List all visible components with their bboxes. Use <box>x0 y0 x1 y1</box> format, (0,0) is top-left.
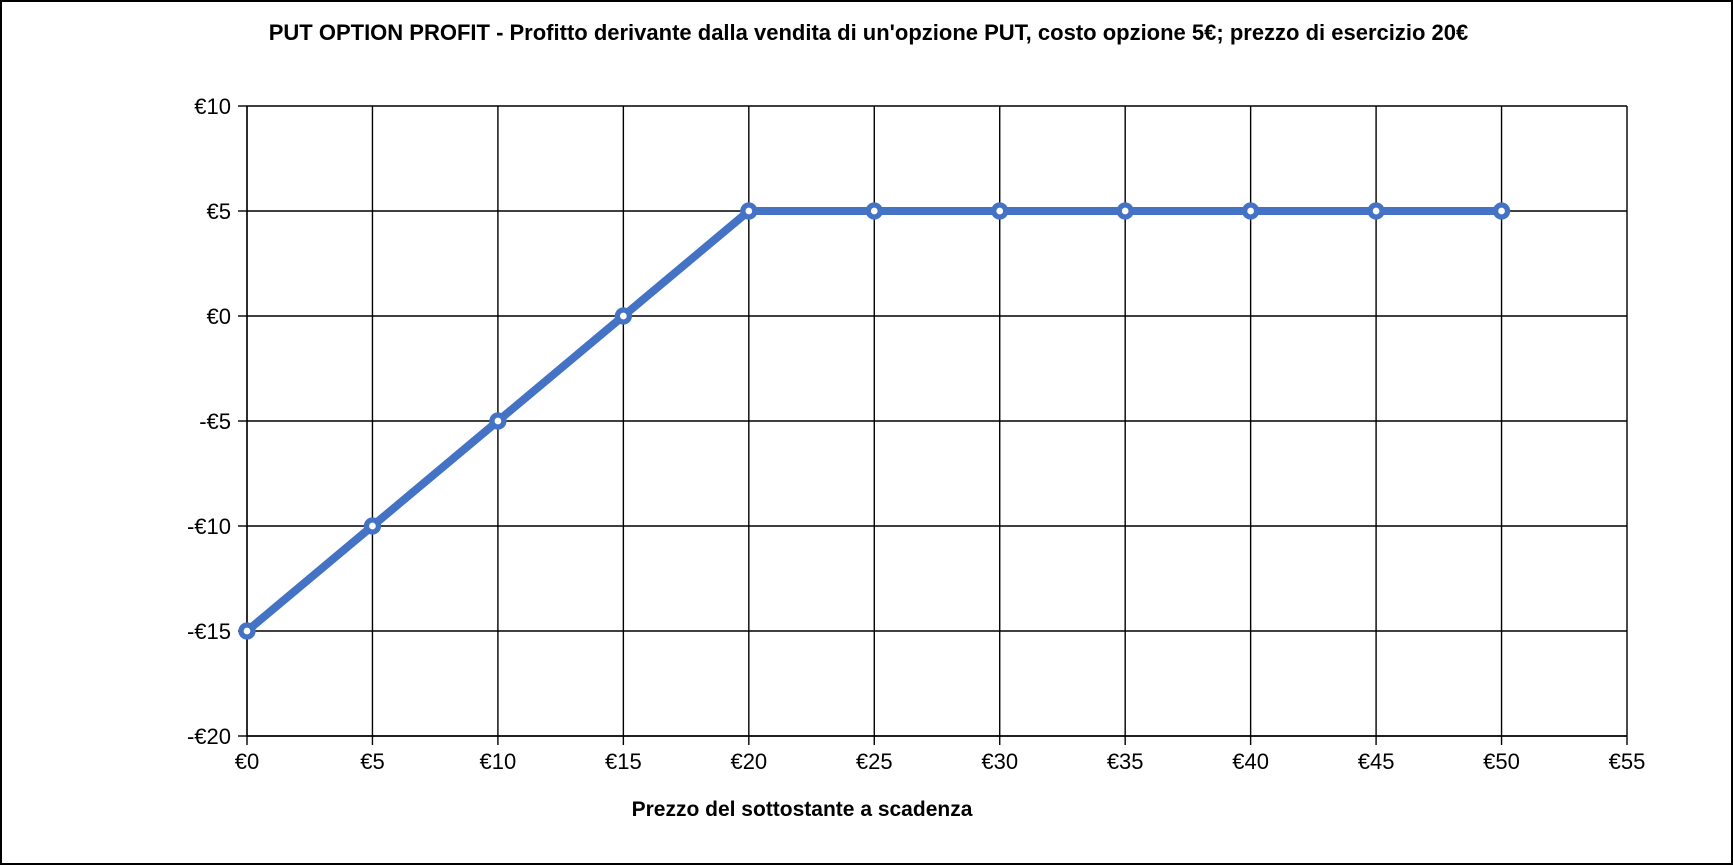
x-axis-title: Prezzo del sottostante a scadenza <box>631 798 973 821</box>
x-tick-label: €0 <box>235 749 259 774</box>
y-tick-label: -€5 <box>199 409 231 434</box>
x-tick-label: €40 <box>1232 749 1269 774</box>
data-point-marker <box>740 202 758 220</box>
chart-title: PUT OPTION PROFIT - Profitto derivante d… <box>268 20 1469 45</box>
y-tick-label: -€15 <box>187 619 231 644</box>
x-tick-label: €25 <box>856 749 893 774</box>
x-tick-label: €45 <box>1358 749 1395 774</box>
data-point-marker <box>991 202 1009 220</box>
x-tick-label: €10 <box>480 749 517 774</box>
data-point-marker <box>1241 202 1260 220</box>
data-point-marker <box>1492 202 1511 220</box>
y-tick-label: €0 <box>207 304 231 329</box>
x-tick-label: €30 <box>981 749 1018 774</box>
data-point-marker <box>363 517 382 535</box>
data-point-marker <box>489 412 507 430</box>
x-tick-label: €55 <box>1609 749 1646 774</box>
y-tick-label: -€20 <box>187 724 231 749</box>
data-point-marker <box>865 202 883 220</box>
data-point-marker <box>614 307 633 325</box>
y-tick-label: €10 <box>194 94 231 119</box>
y-tick-label: €5 <box>207 199 231 224</box>
x-tick-label: €50 <box>1483 749 1520 774</box>
x-tick-label: €35 <box>1107 749 1144 774</box>
y-tick-label: -€10 <box>187 514 231 539</box>
data-point-marker <box>238 622 256 640</box>
x-tick-label: €15 <box>605 749 642 774</box>
data-point-marker <box>1116 202 1134 220</box>
data-point-marker <box>1367 202 1385 220</box>
x-tick-label: €20 <box>730 749 767 774</box>
x-tick-label: €5 <box>360 749 384 774</box>
